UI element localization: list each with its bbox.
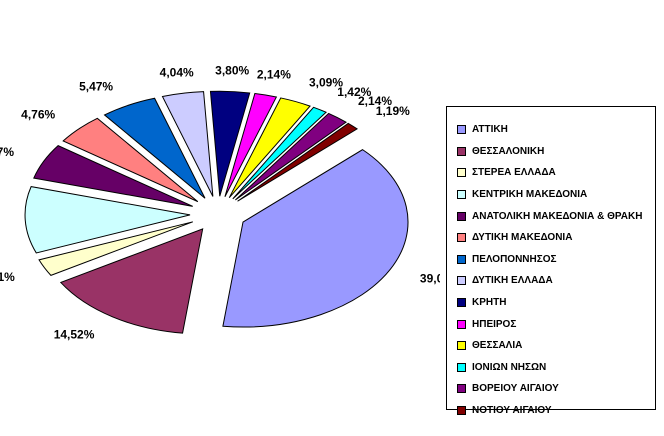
slice-label-1: 39,00% (420, 272, 440, 286)
legend-swatch (457, 362, 466, 372)
slice-label-14: 1,19% (376, 104, 410, 118)
legend-swatch (457, 298, 466, 308)
pie-slice-11 (228, 97, 311, 199)
legend-swatch (457, 276, 466, 286)
pie-slice-2 (59, 228, 204, 334)
legend-label: ΗΠΕΙΡΟΣ (472, 318, 517, 330)
legend-swatch (457, 211, 466, 221)
pie-slice-9 (209, 90, 251, 197)
legend-swatch (457, 233, 466, 243)
legend-label: ΝΟΤΙΟΥ ΑΙΓΑΙΟΥ (472, 405, 552, 417)
legend-item: ΣΤΕΡΕΑ ΕΛΛΑΔΑ (447, 162, 655, 184)
legend-swatch (457, 146, 466, 156)
slice-label-2: 14,52% (54, 327, 95, 341)
legend-item: ΝΟΤΙΟΥ ΑΙΓΑΙΟΥ (447, 400, 655, 422)
legend-item: ΗΠΕΙΡΟΣ (447, 313, 655, 335)
legend-item: ΘΕΣΣΑΛΟΝΙΚΗ (447, 141, 655, 163)
legend-item: ΔΥΤΙΚΗ ΕΛΛΑΔΑ (447, 270, 655, 292)
pie-slice-12 (232, 106, 327, 200)
legend-label: ΠΕΛΟΠΟΝΝΗΣΟΣ (472, 253, 557, 265)
slice-label-8: 4,04% (160, 66, 194, 80)
pie-slice-1 (222, 149, 409, 328)
pie-slice-4 (24, 186, 191, 254)
legend-label: ΔΥΤΙΚΗ ΜΑΚΕΔΟΝΙΑ (472, 232, 573, 244)
legend-item: ΚΡΗΤΗ (447, 292, 655, 314)
legend-swatch (457, 190, 466, 200)
legend-label: ΚΡΗΤΗ (472, 297, 507, 309)
slice-label-6: 4,76% (21, 107, 55, 121)
pie-slice-14 (237, 122, 359, 202)
legend-item: ΒΟΡΕΙΟΥ ΑΙΓΑΙΟΥ (447, 378, 655, 400)
legend-label: ΑΝΑΤΟΛΙΚΗ ΜΑΚΕΔΟΝΙΑ & ΘΡΑΚΗ (472, 210, 643, 222)
legend-swatch (457, 254, 466, 264)
slice-label-13: 2,14% (358, 94, 392, 108)
legend-item: ΑΤΤΙΚΗ (447, 119, 655, 141)
pie-slice-3 (38, 221, 194, 276)
legend-label: ΚΕΝΤΡΙΚΗ ΜΑΚΕΔΟΝΙΑ (472, 189, 588, 201)
legend-item: ΔΥΤΙΚΗ ΜΑΚΕΔΟΝΙΑ (447, 227, 655, 249)
slice-label-11: 3,09% (309, 75, 343, 89)
slice-label-7: 5,47% (79, 80, 113, 94)
legend-label: ΙΟΝΙΩΝ ΝΗΣΩΝ (472, 361, 547, 373)
pie-slice-10 (224, 92, 278, 197)
slice-label-9: 3,80% (215, 64, 249, 78)
pie-slice-7 (103, 97, 206, 199)
pie-chart: 39,00%14,52%2,61%10,23%5,47%4,76%5,47%4,… (0, 64, 440, 342)
legend-swatch (457, 319, 466, 329)
legend-item: ΚΕΝΤΡΙΚΗ ΜΑΚΕΔΟΝΙΑ (447, 184, 655, 206)
legend-swatch (457, 406, 466, 416)
legend-item: ΑΝΑΤΟΛΙΚΗ ΜΑΚΕΔΟΝΙΑ & ΘΡΑΚΗ (447, 205, 655, 227)
legend-label: ΒΟΡΕΙΟΥ ΑΙΓΑΙΟΥ (472, 383, 559, 395)
pie-slice-8 (161, 91, 214, 197)
legend-label: ΣΤΕΡΕΑ ΕΛΛΑΔΑ (472, 167, 556, 179)
legend-swatch (457, 341, 466, 351)
legend-item: ΠΕΛΟΠΟΝΝΗΣΟΣ (447, 249, 655, 271)
legend-label: ΔΥΤΙΚΗ ΕΛΛΑΔΑ (472, 275, 553, 287)
slice-label-5: 5,47% (0, 145, 14, 159)
legend: ΑΤΤΙΚΗ ΘΕΣΣΑΛΟΝΙΚΗ ΣΤΕΡΕΑ ΕΛΛΑΔΑ ΚΕΝΤΡΙΚΗ Μ… (446, 106, 656, 416)
legend-swatch (457, 125, 466, 135)
legend-swatch (457, 168, 466, 178)
slice-label-10: 2,14% (257, 68, 291, 82)
slice-label-3: 2,61% (0, 270, 15, 284)
pie-slice-5 (33, 145, 193, 207)
legend-label: ΑΤΤΙΚΗ (472, 124, 508, 136)
pie-slice-6 (62, 117, 199, 203)
legend-label: ΘΕΣΣΑΛΙΑ (472, 340, 523, 352)
legend-item: ΘΕΣΣΑΛΙΑ (447, 335, 655, 357)
legend-label: ΘΕΣΣΑΛΟΝΙΚΗ (472, 145, 545, 157)
legend-item: ΙΟΝΙΩΝ ΝΗΣΩΝ (447, 357, 655, 379)
slice-label-12: 1,42% (337, 85, 371, 99)
pie-slice-13 (235, 112, 347, 201)
legend-swatch (457, 384, 466, 394)
